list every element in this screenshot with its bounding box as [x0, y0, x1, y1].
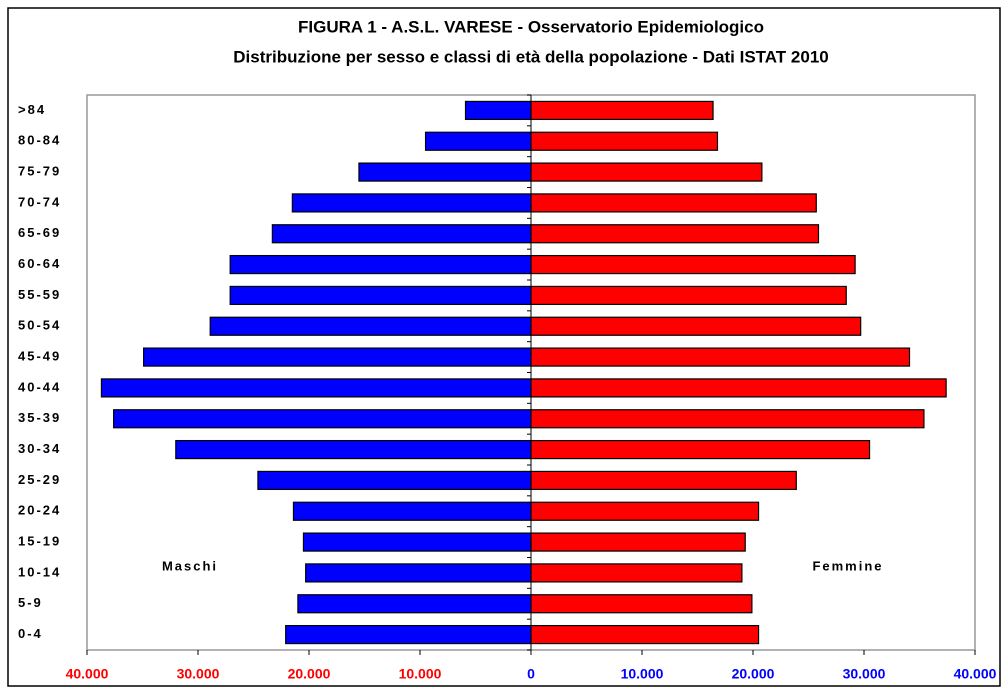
bar	[113, 409, 532, 429]
bar	[297, 594, 532, 614]
bar	[257, 470, 532, 491]
bar	[305, 563, 532, 583]
bar	[530, 254, 856, 275]
y-tick-label: 25-29	[18, 472, 61, 487]
bar	[530, 470, 797, 491]
bar	[292, 501, 532, 521]
bar	[229, 254, 532, 275]
y-tick-label: 45-49	[18, 349, 61, 364]
bar	[530, 100, 714, 121]
y-tick-label: 35-39	[18, 410, 61, 425]
y-tick-label: 55-59	[18, 287, 61, 302]
bar	[271, 224, 532, 244]
y-tick-label: 50-54	[18, 318, 61, 333]
bar	[530, 501, 760, 521]
bar	[530, 532, 746, 552]
bar	[530, 378, 947, 398]
bar	[424, 131, 532, 151]
x-tick-label: 0	[527, 666, 535, 682]
chart-subtitle: Distribuzione per sesso e classi di età …	[233, 47, 828, 66]
x-tick-label: 40.000	[954, 666, 997, 682]
bar	[291, 193, 532, 213]
bar	[464, 100, 532, 121]
bar	[530, 563, 743, 583]
y-tick-label: 5-9	[18, 595, 43, 610]
bar	[530, 131, 719, 151]
bar	[358, 162, 532, 182]
y-tick-label: 40-44	[18, 379, 61, 394]
bar	[530, 316, 862, 336]
bar	[530, 162, 763, 182]
x-tick-label: 30.000	[843, 666, 886, 682]
y-tick-label: 75-79	[18, 164, 61, 179]
bar	[530, 409, 925, 429]
y-tick-label: 0-4	[18, 626, 43, 641]
series-label: Maschi	[162, 558, 218, 573]
bar	[302, 532, 532, 552]
y-tick-label: 70-74	[18, 194, 61, 209]
bar	[143, 347, 532, 367]
bar	[530, 224, 820, 244]
x-tick-label: 40.000	[66, 666, 109, 682]
x-tick-label: 20.000	[288, 666, 331, 682]
bar	[285, 624, 532, 645]
y-tick-label: 20-24	[18, 503, 61, 518]
bar	[209, 316, 532, 336]
bar	[530, 193, 817, 213]
y-tick-label: 60-64	[18, 256, 61, 271]
y-tick-label: 80-84	[18, 133, 61, 148]
y-tick-label: 15-19	[18, 534, 61, 549]
x-tick-label: 10.000	[621, 666, 664, 682]
chart-title: FIGURA 1 - A.S.L. VARESE - Osservatorio …	[298, 17, 764, 36]
x-tick-label: 10.000	[399, 666, 442, 682]
x-tick-label: 20.000	[732, 666, 775, 682]
y-tick-label: 65-69	[18, 225, 61, 240]
bar	[530, 285, 847, 306]
bar	[100, 378, 532, 398]
y-tick-label: 30-34	[18, 441, 61, 456]
series-label: Femmine	[812, 558, 883, 573]
bar	[530, 624, 760, 645]
bar	[530, 347, 911, 367]
y-tick-label: >84	[18, 102, 46, 117]
y-tick-label: 10-14	[18, 564, 61, 579]
x-tick-label: 30.000	[177, 666, 220, 682]
bar	[530, 439, 871, 460]
bar	[175, 439, 532, 460]
bar	[229, 285, 532, 306]
bar	[530, 594, 753, 614]
